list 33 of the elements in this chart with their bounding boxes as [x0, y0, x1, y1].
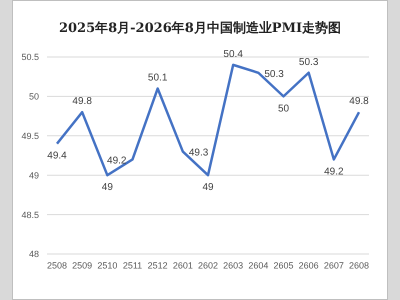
x-tick-label: 2604 [248, 260, 268, 270]
x-tick-label: 2603 [223, 260, 244, 270]
data-label: 50.3 [264, 68, 284, 80]
x-tick-label: 2509 [72, 260, 92, 270]
data-label: 49.4 [47, 150, 68, 162]
data-label: 50.1 [148, 72, 168, 84]
data-label: 49.8 [349, 96, 370, 108]
data-label: 49.3 [188, 148, 209, 159]
data-label: 49 [202, 182, 214, 194]
data-label: 49.2 [107, 155, 127, 166]
y-tick-label: 49.5 [21, 130, 39, 141]
x-tick-label: 2605 [273, 260, 294, 270]
chart-title: 2025年8月-2026年8月中国制造业PMI走势图 [58, 20, 342, 37]
x-tick-label: 2511 [122, 260, 142, 270]
x-tick-label: 2601 [172, 260, 193, 270]
y-tick-label: 48.5 [21, 210, 39, 220]
x-tick-label: 2607 [324, 260, 344, 270]
data-label: 49 [102, 182, 114, 194]
x-tick-label: 2608 [348, 260, 370, 270]
data-label: 49.8 [72, 96, 92, 108]
data-label: 50 [278, 103, 290, 114]
x-tick-label: 2512 [148, 260, 168, 270]
y-tick-label: 50.5 [21, 52, 39, 62]
data-label: 49.2 [324, 166, 344, 178]
y-tick-label: 48 [28, 249, 39, 260]
x-tick-label: 2602 [198, 260, 218, 270]
x-tick-label: 2510 [97, 260, 118, 270]
data-label: 50.4 [223, 48, 244, 60]
x-tick-label: 2508 [46, 260, 68, 270]
y-tick-label: 50 [28, 92, 39, 102]
data-label: 50.3 [298, 56, 319, 68]
y-tick-label: 49 [28, 170, 39, 180]
x-tick-label: 2606 [298, 260, 319, 270]
